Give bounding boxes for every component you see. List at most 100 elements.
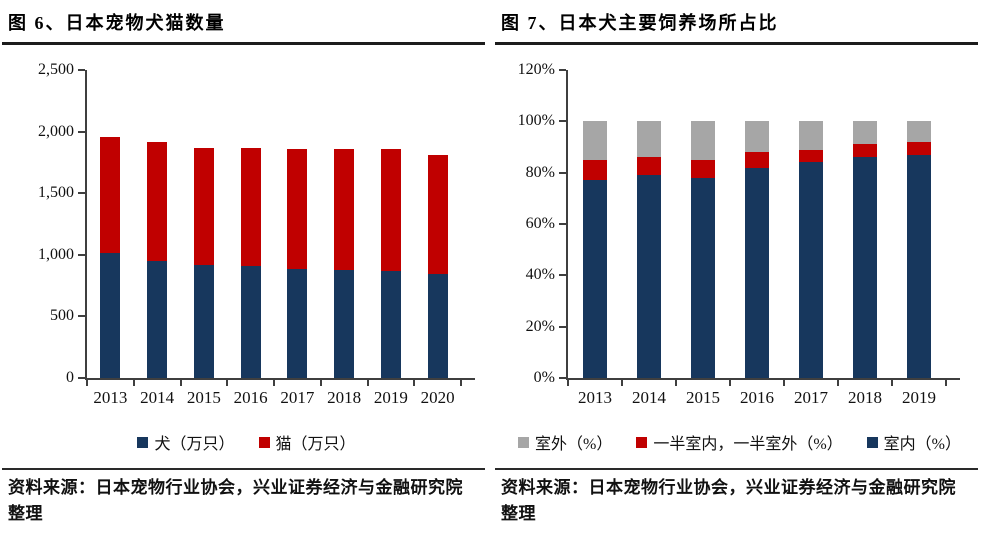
legend-label: 猫（万只） — [275, 436, 356, 453]
legend-swatch — [636, 436, 648, 448]
y-axis-label: 2,500 — [38, 61, 74, 78]
x-axis-label: 2019 — [373, 388, 408, 407]
bar-segment — [380, 149, 401, 272]
figure-6-source: 资料来源：日本宠物行业协会，兴业证券经济与金融研究院整理 — [8, 478, 463, 523]
x-axis-tick — [273, 380, 275, 386]
bar-segment — [147, 260, 168, 378]
y-axis-tick — [78, 192, 85, 195]
bar-segment — [799, 149, 823, 163]
bar-segment — [745, 152, 769, 168]
figure-7-footer-rule — [495, 468, 978, 470]
y-axis-label: 1,500 — [38, 184, 74, 202]
legend-swatch — [517, 436, 529, 448]
bar-segment — [240, 265, 261, 378]
bar-segment — [637, 157, 661, 176]
y-axis-label: 0 — [66, 369, 74, 386]
x-axis-tick — [319, 380, 322, 386]
x-axis-tick — [86, 380, 88, 386]
x-axis-tick — [226, 380, 229, 386]
y-axis-tick — [78, 130, 85, 133]
y-axis-tick — [78, 377, 85, 379]
legend-item: 室内（%） — [866, 430, 961, 454]
x-axis-tick — [783, 380, 785, 386]
x-axis-label: 2017 — [280, 388, 315, 407]
figure-6-title-rule — [2, 42, 485, 45]
bar-segment — [287, 268, 308, 378]
bar-segment — [193, 264, 214, 378]
x-axis-tick — [567, 380, 569, 386]
y-axis-tick — [559, 223, 566, 225]
x-axis-tick — [179, 380, 182, 386]
bar-segment — [691, 159, 715, 178]
legend-item: 犬（万只） — [137, 430, 235, 454]
figure-6-title: 图 6、日本宠物犬猫数量 — [8, 13, 226, 33]
figure-6-footer-rule — [2, 468, 485, 470]
y-axis-label: 0% — [533, 369, 555, 386]
x-axis-label: 2016 — [740, 388, 774, 407]
y-axis-tick — [78, 253, 85, 256]
figure-7-legend: 室外（%） 一半室内，一半室外（%） 室内（%） — [493, 430, 986, 454]
figure-7-panel: 图 7、日本犬主要饲养场所占比 0% 20% 40% 60% 80% 100% 120% 20… — [493, 0, 986, 538]
bar-segment — [583, 159, 607, 181]
bar-segment — [853, 157, 877, 378]
legend-label: 犬（万只） — [154, 436, 235, 453]
bar-segment — [287, 149, 308, 269]
y-axis-label: 1,000 — [38, 245, 74, 263]
y-axis-tick — [559, 325, 566, 328]
bar-segment — [745, 121, 769, 153]
y-axis-label: 120% — [517, 61, 555, 78]
x-axis-line — [85, 378, 475, 380]
y-axis-line — [85, 70, 87, 380]
bar-segment — [427, 273, 448, 378]
x-axis-tick — [675, 380, 677, 386]
bar-segment — [334, 270, 355, 378]
y-axis-tick — [78, 315, 85, 318]
x-axis-tick — [729, 380, 731, 386]
y-axis-tick — [559, 69, 566, 71]
y-axis-tick — [559, 171, 566, 174]
bar-segment — [799, 121, 823, 150]
y-axis-tick — [559, 377, 566, 379]
y-axis-label: 2,000 — [38, 122, 74, 140]
y-axis-line — [566, 70, 568, 380]
bar-segment — [100, 136, 121, 253]
bar-segment — [147, 142, 168, 261]
x-axis-label: 2014 — [140, 388, 175, 407]
y-axis-label: 20% — [525, 317, 555, 335]
x-axis-tick — [413, 380, 416, 386]
bar-segment — [853, 144, 877, 158]
bar-segment — [583, 180, 607, 378]
y-axis-label: 500 — [50, 307, 74, 325]
x-axis-label: 2013 — [578, 388, 612, 407]
figure-7-title: 图 7、日本犬主要饲养场所占比 — [501, 13, 779, 33]
x-axis-tick — [621, 380, 623, 386]
x-axis-tick — [366, 380, 369, 386]
bar-segment — [799, 162, 823, 378]
figure-6-panel: 图 6、日本宠物犬猫数量 0 500 1,000 1,500 2,000 2,500 201… — [0, 13, 493, 523]
figure-7-chart: 0% 20% 40% 60% 80% 100% 120% 2013 2014 2015 2016 20… — [518, 61, 960, 407]
bar-segment — [691, 121, 715, 160]
bar-segment — [583, 121, 607, 160]
x-axis-label: 2016 — [233, 388, 268, 407]
y-axis-tick — [78, 69, 85, 71]
x-axis-tick — [460, 380, 462, 386]
bar-segment — [380, 271, 401, 378]
legend-item: 室外（%） — [517, 430, 612, 454]
legend-swatch — [866, 436, 878, 448]
x-axis-tick — [945, 380, 947, 386]
figure-6-chart: 0 500 1,000 1,500 2,000 2,500 2013 2014 2015 2016… — [38, 61, 475, 407]
x-axis-label: 2017 — [794, 388, 828, 407]
x-axis-tick — [837, 380, 839, 386]
bar-segment — [240, 148, 261, 266]
legend-label: 一半室内，一半室外（%） — [653, 436, 843, 453]
bar-segment — [745, 167, 769, 378]
x-axis-label: 2020 — [420, 388, 455, 407]
figure-6-legend: 犬（万只） 猫（万只） — [0, 430, 493, 454]
x-axis-label: 2018 — [327, 388, 362, 407]
bar-segment — [907, 121, 931, 142]
bar-segment — [691, 177, 715, 378]
bar-segment — [193, 147, 214, 265]
y-axis-label: 80% — [525, 163, 555, 181]
y-axis-label: 100% — [517, 112, 555, 130]
